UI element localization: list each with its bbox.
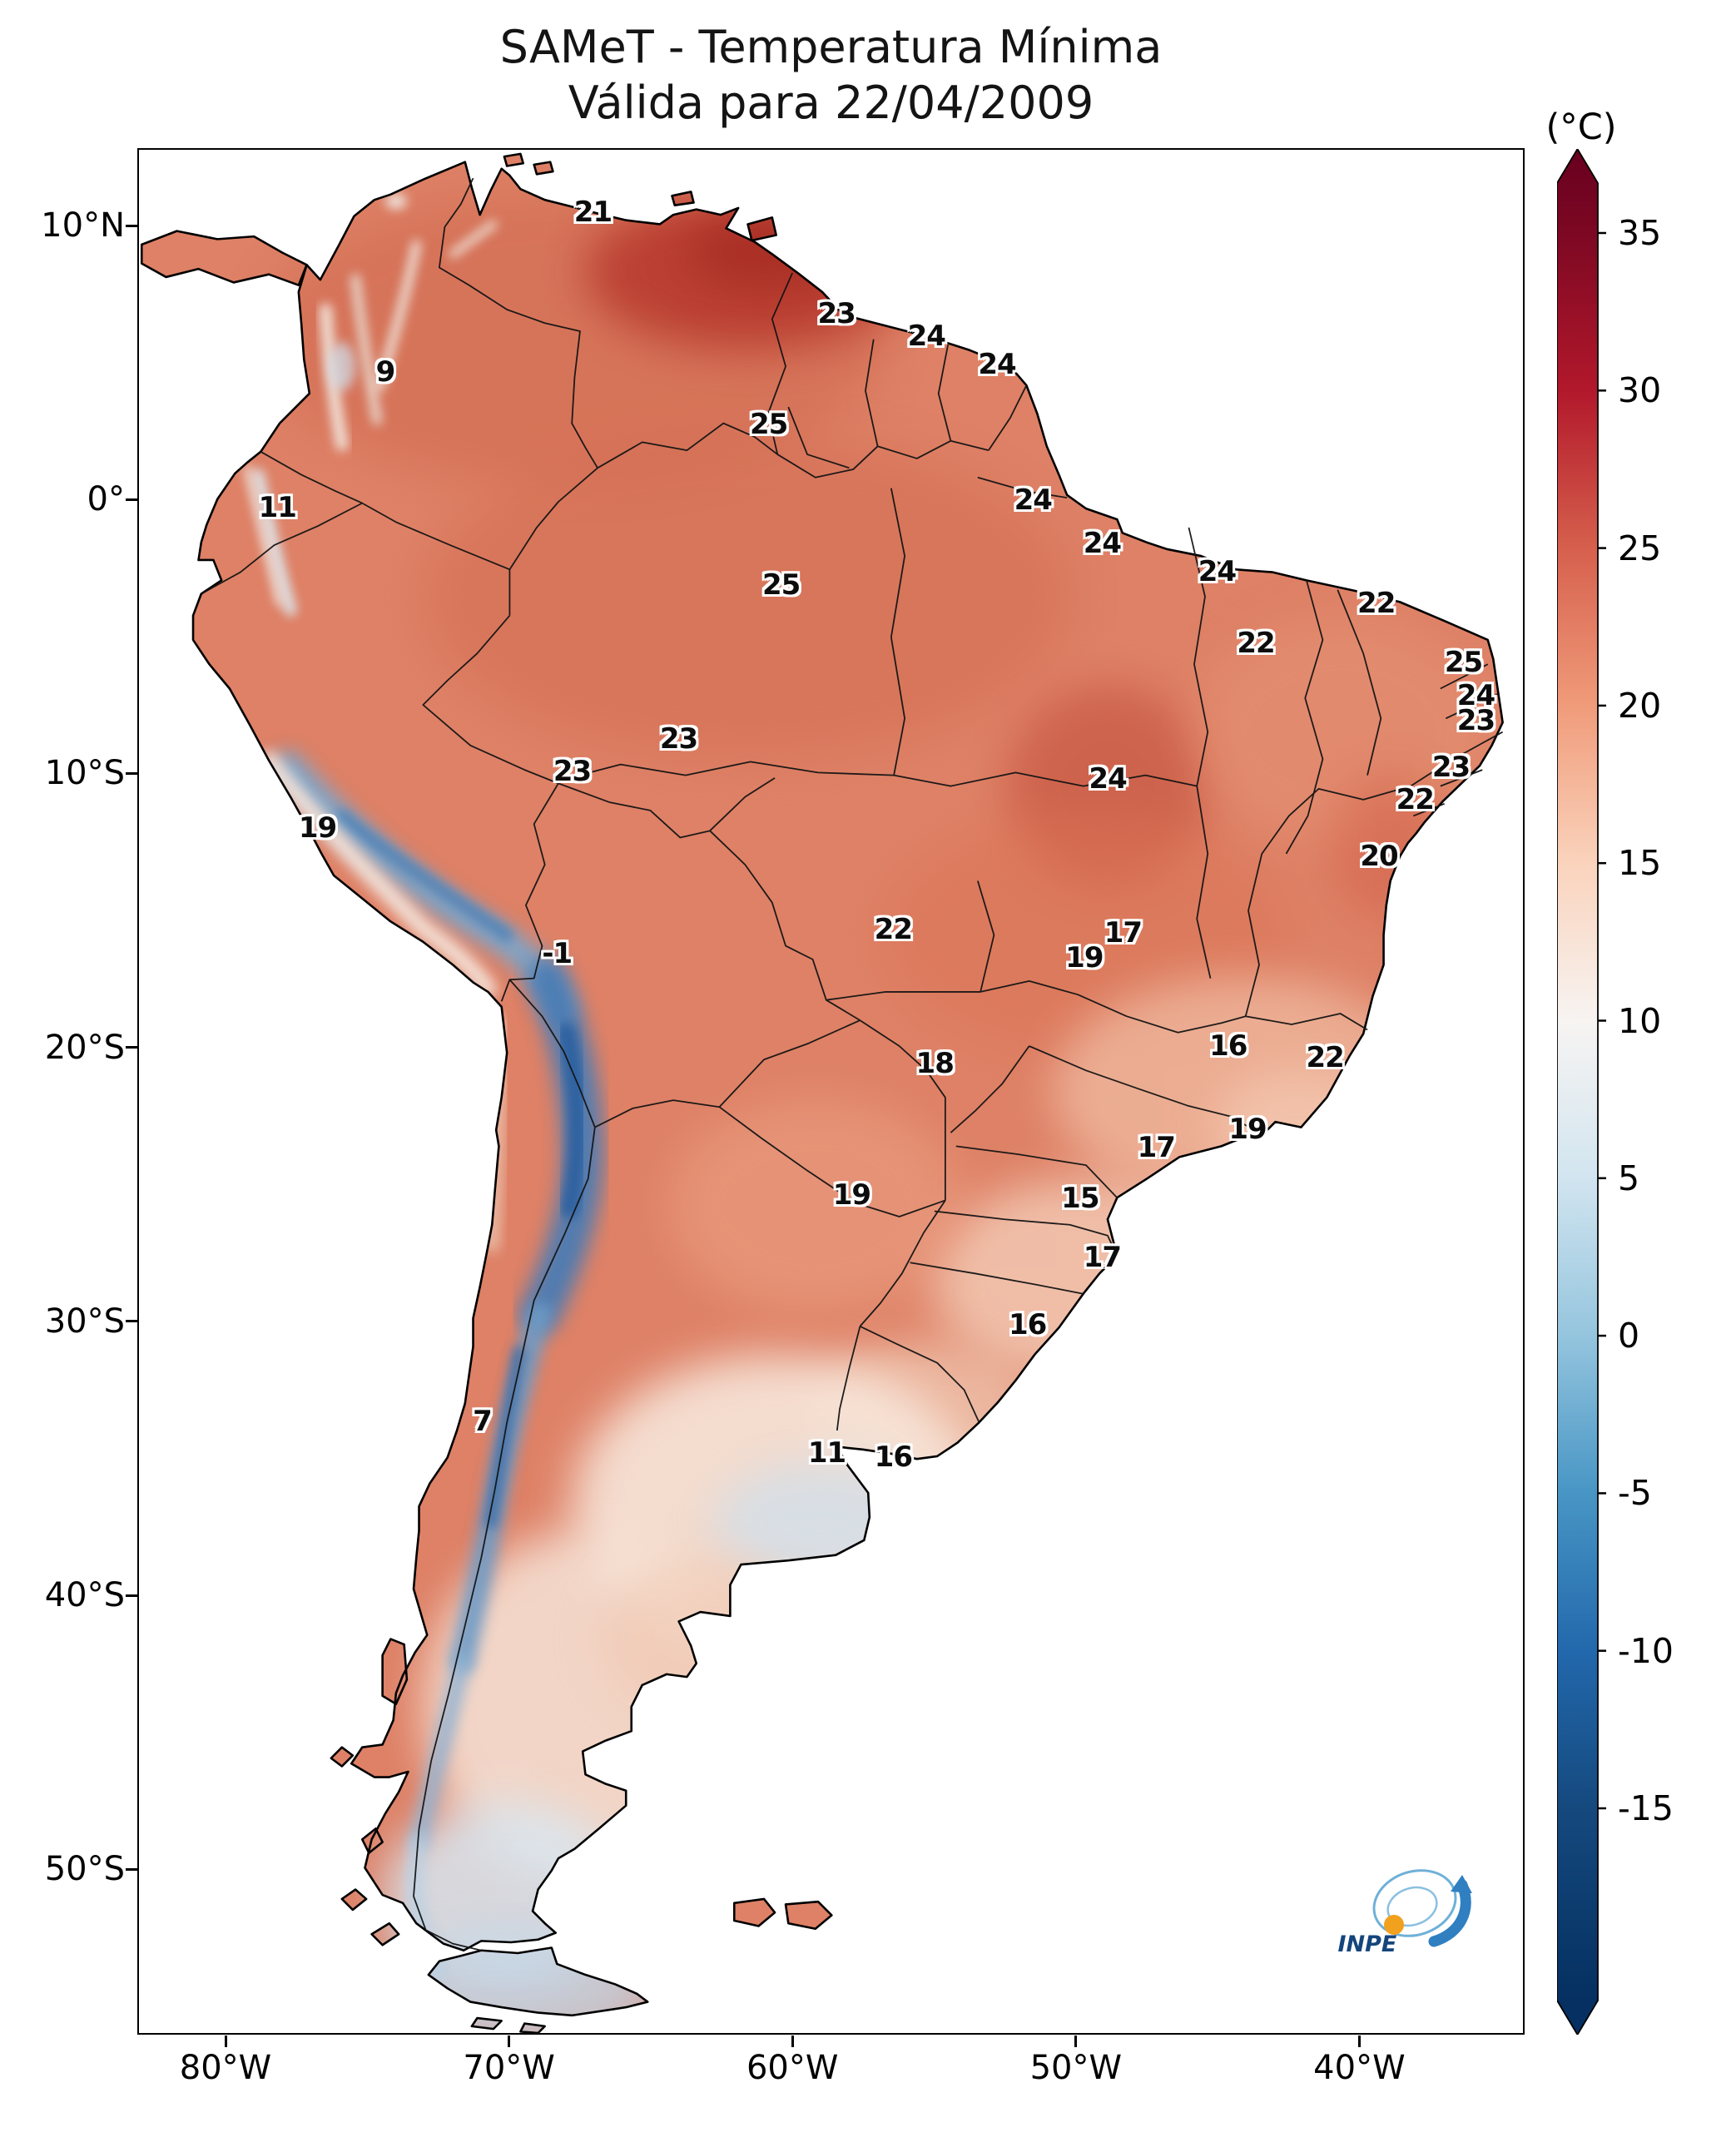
- temperature-label: 19: [1228, 1112, 1267, 1146]
- temperature-label: 23: [1431, 751, 1471, 785]
- temperature-label: 25: [1444, 645, 1483, 679]
- temperature-label: 22: [1237, 626, 1275, 660]
- temperature-label: 7: [473, 1404, 493, 1438]
- temperature-label: 23: [659, 722, 698, 756]
- temperature-label: 24: [1014, 483, 1053, 517]
- colorbar-tick-label: 0: [1618, 1316, 1640, 1356]
- temperature-label: 23: [817, 296, 856, 330]
- temperature-label: 25: [761, 568, 801, 602]
- figure-title: SAMeT - Temperatura Mínima Válida para 2…: [137, 20, 1525, 131]
- colorbar-unit-label: (°C): [1545, 107, 1617, 148]
- temperature-label: 22: [874, 912, 913, 946]
- temperature-label: 19: [832, 1178, 871, 1212]
- south-america-temperature-map: [140, 152, 1504, 2033]
- longitude-tick-label: 60°W: [746, 2049, 839, 2087]
- temperature-label: 21: [573, 195, 613, 229]
- latitude-tick-mark: [126, 1867, 137, 1871]
- temperature-label: 24: [1089, 761, 1127, 796]
- latitude-tick-mark: [126, 1320, 137, 1323]
- latitude-tick-label: 0°: [87, 480, 125, 519]
- longitude-tick-mark: [224, 2035, 227, 2047]
- inpe-logo-text: INPE: [1337, 1931, 1397, 1957]
- temperature-label: 19: [298, 811, 337, 845]
- map-canvas: 21 23 24 24 9 25 11 24 24 24 22 25 22 25 24 23 23 23 23 22 2…: [137, 148, 1525, 2035]
- latitude-tick-label: 30°S: [44, 1302, 125, 1341]
- temperature-label: 11: [258, 490, 297, 524]
- colorbar-tick-label: -15: [1618, 1788, 1674, 1828]
- latitude-tick-mark: [126, 498, 137, 501]
- latitude-tick-label: 10°N: [41, 206, 125, 245]
- colorbar-tick-label: 5: [1618, 1158, 1640, 1198]
- temperature-label: 23: [1456, 703, 1495, 737]
- latitude-tick-label: 20°S: [44, 1028, 125, 1067]
- temperature-label: 23: [553, 754, 592, 788]
- colorbar-gradient-bar: [1557, 149, 1599, 2035]
- logo-sun-dot: [1384, 1914, 1405, 1935]
- latitude-tick-mark: [126, 1594, 137, 1597]
- colorbar-tick-label: 30: [1618, 370, 1662, 411]
- temperature-label: 24: [1198, 554, 1237, 588]
- temperature-label: 11: [807, 1435, 846, 1470]
- colorbar: [1557, 149, 1606, 2035]
- temperature-label: 16: [874, 1440, 913, 1474]
- logo-arrow-head: [1451, 1874, 1473, 1893]
- temperature-label: 17: [1104, 916, 1143, 950]
- latitude-tick-label: 50°S: [44, 1850, 125, 1889]
- temperature-label: 22: [1357, 587, 1396, 621]
- temperature-label: 24: [907, 320, 946, 354]
- latitude-tick-mark: [126, 771, 137, 775]
- latitude-tick-label: 10°S: [44, 754, 125, 793]
- temperature-label: 24: [978, 347, 1016, 381]
- inpe-logo: INPE: [1336, 1860, 1481, 1972]
- temperature-label: 15: [1061, 1182, 1099, 1216]
- longitude-tick-mark: [1357, 2035, 1361, 2047]
- latitude-tick-mark: [126, 1046, 137, 1049]
- temperature-label: 16: [1008, 1308, 1047, 1342]
- colorbar-tick-label: -10: [1618, 1630, 1674, 1671]
- temperature-label: 17: [1083, 1240, 1122, 1274]
- longitude-tick-mark: [1074, 2035, 1078, 2047]
- latitude-tick-label: 40°S: [44, 1576, 125, 1614]
- station-layer: 21 23 24 24 9 25 11 24 24 24 22 25 22 25 24 23 23 23 23 22 2…: [139, 150, 1523, 2033]
- longitude-tick-mark: [508, 2035, 511, 2047]
- colorbar-tick-label: -5: [1618, 1473, 1652, 1514]
- longitude-tick-label: 80°W: [179, 2049, 272, 2087]
- country-state-borders: [201, 177, 1504, 1951]
- title-line1: SAMeT - Temperatura Mínima: [499, 21, 1163, 73]
- temperature-label: 19: [1065, 940, 1104, 974]
- temperature-label: 22: [1396, 782, 1435, 816]
- temperature-label: 22: [1306, 1040, 1345, 1074]
- inpe-logo-graphic: [1373, 1868, 1473, 1947]
- temperature-label: 16: [1209, 1029, 1247, 1064]
- longitude-tick-mark: [791, 2035, 794, 2047]
- title-line2: Válida para 22/04/2009: [568, 76, 1094, 129]
- temperature-label: 24: [1456, 679, 1495, 713]
- temperature-label: 17: [1137, 1131, 1176, 1165]
- temperature-label: 25: [749, 408, 788, 442]
- longitude-tick-label: 70°W: [463, 2049, 555, 2087]
- temperature-label: 24: [1083, 526, 1122, 560]
- longitude-tick-label: 40°W: [1313, 2049, 1406, 2087]
- colorbar-tick-label: 20: [1618, 685, 1662, 726]
- temperature-label: 20: [1360, 839, 1398, 873]
- colorbar-tick-label: 15: [1618, 843, 1662, 884]
- longitude-tick-label: 50°W: [1029, 2049, 1123, 2087]
- temperature-label: -1: [542, 937, 573, 971]
- temperature-label: 18: [915, 1046, 955, 1080]
- temperature-label: 9: [375, 355, 396, 389]
- latitude-tick-mark: [126, 224, 137, 227]
- colorbar-tick-marks: [1598, 231, 1606, 1810]
- colorbar-tick-label: 10: [1618, 1000, 1662, 1041]
- colorbar-tick-label: 25: [1618, 528, 1662, 568]
- colorbar-tick-label: 35: [1618, 213, 1662, 253]
